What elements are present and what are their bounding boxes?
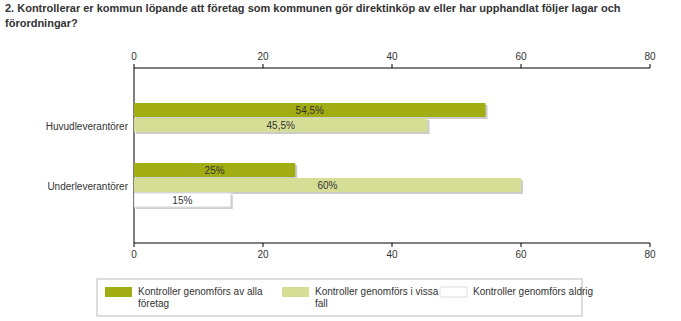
labels: Huvudleverantörer 54,5%45,5% Underleverant… xyxy=(46,105,338,206)
bar xyxy=(134,178,521,192)
category-label: Huvudleverantörer xyxy=(46,121,129,132)
tick-label: 80 xyxy=(644,249,656,260)
text-line: Kontroller genomförs av alla xyxy=(138,286,263,297)
bar xyxy=(134,103,486,117)
tick-label: 20 xyxy=(257,51,269,62)
data-label: 45,5% xyxy=(267,120,295,131)
tick-label: 40 xyxy=(386,51,398,62)
tick-label: 60 xyxy=(515,249,527,260)
tick-mark xyxy=(134,64,135,68)
tick-mark xyxy=(134,243,135,247)
tick-mark xyxy=(263,64,264,68)
axis-left xyxy=(134,68,135,243)
tick-mark xyxy=(650,64,651,68)
tick-mark xyxy=(392,243,393,247)
tick-mark xyxy=(392,64,393,68)
chart: 2. Kontrollerar er kommun löpande att fö… xyxy=(0,0,681,321)
legend-swatch xyxy=(440,287,467,297)
text-line: företag xyxy=(138,298,169,309)
data-label: 54,5% xyxy=(296,105,324,116)
tick-mark xyxy=(263,243,264,247)
text-line: 2. Kontrollerar er kommun löpande att fö… xyxy=(5,2,621,14)
tick-mark xyxy=(521,64,522,68)
tick-label: 40 xyxy=(386,249,398,260)
bars xyxy=(134,103,523,209)
title: 2. Kontrollerar er kommun löpande att fö… xyxy=(5,2,621,29)
bar xyxy=(134,118,427,132)
tick-mark xyxy=(521,243,522,247)
legend-box xyxy=(97,279,582,316)
data-label: 25% xyxy=(205,165,225,176)
bar xyxy=(134,193,231,207)
text-line: fall xyxy=(315,298,328,309)
category-label: Underleverantörer xyxy=(47,181,128,192)
legend-label: Kontroller genomförs aldrig xyxy=(473,286,593,297)
data-label: 15% xyxy=(172,195,192,206)
background xyxy=(0,0,681,321)
legend-label: Kontroller genomförs av allaföretag xyxy=(138,286,263,309)
tick-label: 20 xyxy=(257,249,269,260)
legend-swatch xyxy=(282,287,309,297)
tick-label: 80 xyxy=(644,51,656,62)
tick-label: 0 xyxy=(131,249,137,260)
tick-label: 60 xyxy=(515,51,527,62)
legend-swatch xyxy=(105,287,132,297)
bar xyxy=(134,163,295,177)
data-label: 60% xyxy=(317,180,337,191)
text-line: Kontroller genomförs aldrig xyxy=(473,286,593,297)
tick-label: 0 xyxy=(131,51,137,62)
tick-mark xyxy=(650,243,651,247)
text-line: förordningar? xyxy=(5,17,78,29)
text-line: Kontroller genomförs i vissa xyxy=(315,286,439,297)
legend-label: Kontroller genomförs i vissafall xyxy=(315,286,439,309)
legend: Kontroller genomförs av allaföretagKontr… xyxy=(97,279,593,316)
